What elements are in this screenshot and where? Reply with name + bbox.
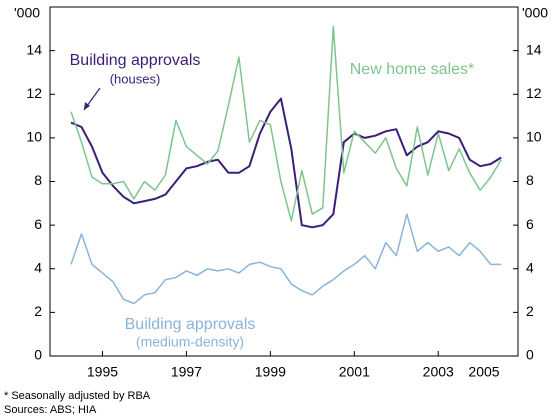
series-line — [70, 97, 502, 229]
footnote: Sources: ABS; HIA — [4, 404, 97, 416]
x-tick-label: 1999 — [255, 364, 286, 380]
y-tick-label: 2 — [34, 303, 42, 319]
annotation: (medium-density) — [136, 334, 244, 350]
x-tick-label: 1997 — [171, 364, 202, 380]
arrow-head — [84, 102, 90, 110]
y2-tick-label: 2 — [526, 303, 534, 319]
series-line — [70, 25, 502, 222]
annotation: New home sales* — [350, 61, 475, 78]
y2-tick-label: 4 — [526, 259, 534, 275]
y-tick-label: 0 — [34, 347, 42, 363]
y-unit-label: '000 — [14, 5, 40, 21]
series-line — [70, 213, 502, 305]
x-tick-label: 1995 — [87, 364, 118, 380]
y2-tick-label: 8 — [526, 172, 534, 188]
annotation: Building approvals — [125, 316, 256, 333]
y-tick-label: 12 — [26, 85, 42, 101]
footnote: * Seasonally adjusted by RBA — [4, 390, 151, 402]
y-tick-label: 4 — [34, 259, 42, 275]
y2-tick-label: 0 — [526, 347, 534, 363]
x-tick-label: 2003 — [423, 364, 454, 380]
annotation: Building approvals — [70, 52, 201, 69]
annotation: (houses) — [110, 71, 161, 86]
y2-tick-label: 12 — [526, 85, 542, 101]
x-tick-label: 2001 — [339, 364, 370, 380]
y-tick-label: 8 — [34, 172, 42, 188]
y2-tick-label: 14 — [526, 41, 542, 57]
y-tick-label: 14 — [26, 41, 42, 57]
y2-unit-label: '000 — [522, 5, 548, 21]
y2-tick-label: 6 — [526, 216, 534, 232]
y-tick-label: 6 — [34, 216, 42, 232]
y-tick-label: 10 — [26, 129, 42, 145]
x-tick-label: 2005 — [468, 364, 499, 380]
y2-tick-label: 10 — [526, 129, 542, 145]
